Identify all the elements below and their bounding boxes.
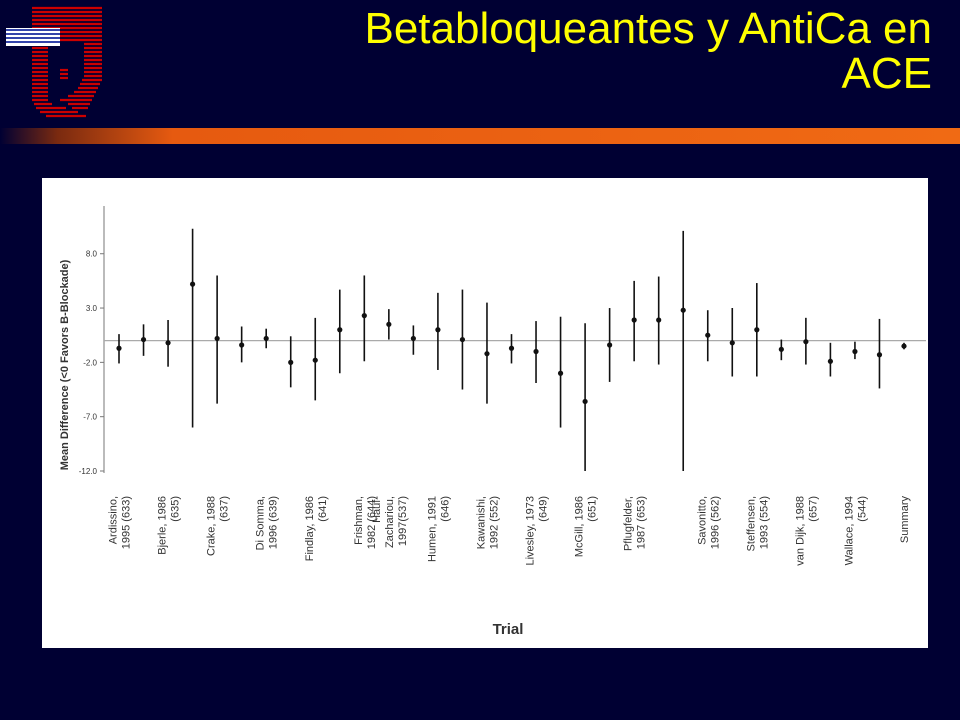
point-estimate [214,335,220,342]
point-estimate [459,336,466,343]
y-tick-label: -7.0 [83,413,97,422]
trial-label: Di Somma,1996 (639) [255,496,280,550]
trial-label: Livesley, 1973(649) [525,496,550,566]
point-estimate [239,342,245,348]
forest-plot: 8.0 3.0 -2.0 -7.0 -12.0 Ardissino,1995 (633)… [59,206,926,638]
point-estimate [656,317,662,323]
point-estimate [631,317,637,323]
trial-label: Bjerle, 1986(635) [157,496,182,555]
trial-label: Hauf-Zachariou,1997(537) [371,496,409,548]
trial-label: van Dijk, 1988(657) [794,496,819,566]
slide-title: Betabloqueantes y AntiCa en ACE [212,6,932,96]
point-estimate [533,348,539,355]
y-tick-label: 3.0 [86,304,98,313]
trial-label: Wallace, 1994(544) [843,496,868,565]
point-estimate [410,335,416,342]
trial-label: Crake, 1988(637) [206,496,231,556]
trial-label: Pflugfelder,1987 (653) [623,496,648,551]
slide-title-line-2: ACE [841,49,932,98]
point-estimate [337,327,343,333]
point-estimate [386,321,392,327]
point-estimate [189,281,196,287]
point-estimate [361,313,367,319]
slide-title-line-1: Betabloqueantes y AntiCa en [364,4,932,53]
x-axis-label: Trial [493,621,524,638]
point-estimate [582,398,588,405]
point-estimate [140,336,147,343]
chart-panel: 8.0 3.0 -2.0 -7.0 -12.0 Ardissino,1995 (633)… [42,178,928,648]
accent-bar [0,128,960,144]
point-estimate [165,340,171,346]
trial-label: Savonitto,1996 (562) [696,496,721,549]
trial-label: Kawanishi,1992 (552) [475,496,500,549]
point-estimate [508,345,515,351]
point-estimate [607,342,613,348]
point-estimate [263,335,269,342]
point-estimate [901,343,907,349]
trial-label: Frishman,1982 (644) [353,496,378,549]
point-estimate [288,359,294,365]
point-estimate [754,327,760,333]
point-estimate [803,339,809,345]
point-estimate [557,370,564,376]
hospital-logo-icon [2,0,110,126]
point-estimate [435,327,441,333]
trial-label: McGill, 1986(651) [574,496,599,557]
point-estimate [705,332,711,338]
point-estimate [729,340,735,346]
trial-label: Summary [899,496,911,544]
point-estimate [827,358,834,364]
point-estimate [312,357,318,363]
point-estimate [116,345,122,351]
y-tick-label: -2.0 [83,358,97,367]
y-axis-label: Mean Difference (<0 Favors B-Blockade) [59,259,71,470]
y-tick-label: 8.0 [86,250,98,259]
point-estimate [876,352,883,358]
point-estimate [852,348,858,355]
trial-label: Ardissino,1995 (633) [108,496,133,549]
trial-label: Findlay, 1986(641) [304,496,329,561]
trial-label: Steffensen,1993 (554) [745,496,770,551]
point-estimate [778,346,784,352]
trial-label: Humen, 1991(646) [426,496,451,562]
point-estimate [680,307,686,313]
y-tick-label: -12.0 [79,467,98,476]
point-estimate [484,351,490,357]
